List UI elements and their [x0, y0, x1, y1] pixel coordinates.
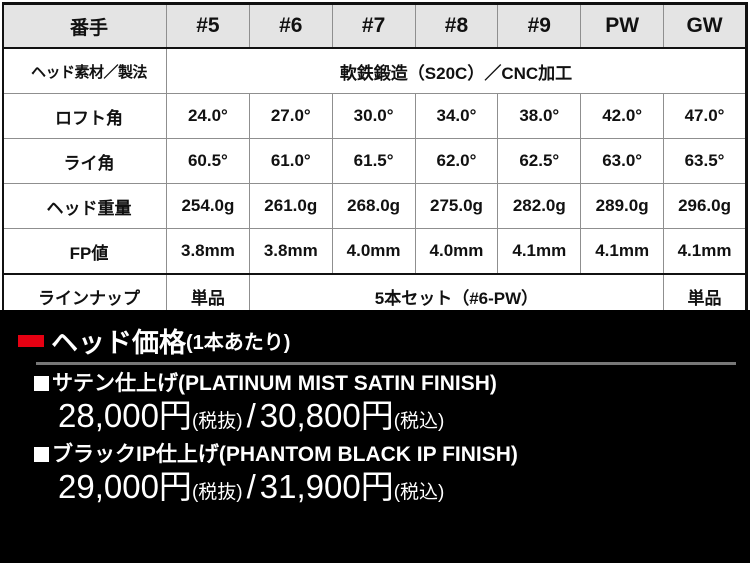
column-header-gw: GW [663, 3, 747, 49]
table-row-lie: ライ角 60.5° 61.0° 61.5° 62.0° 62.5° 63.0° … [2, 138, 747, 184]
price-black-ip-separator: / [246, 468, 256, 506]
price-item-black-ip-label-line: ブラックIP仕上げ(PHANTOM BLACK IP FINISH) [34, 443, 518, 467]
white-square-bullet-icon [34, 447, 49, 462]
cell-fp-8: 4.0mm [414, 228, 499, 275]
table-row-loft: ロフト角 24.0° 27.0° 30.0° 34.0° 38.0° 42.0°… [2, 93, 747, 139]
table-row-head-material: ヘッド素材／製法 軟鉄鍛造（S20C）／CNC加工 [2, 47, 747, 94]
row-label-lie: ライ角 [2, 138, 167, 184]
cell-weight-gw: 296.0g [663, 183, 747, 229]
price-item-satin-values: 28,000円(税抜)/30,800円(税込) [58, 397, 497, 436]
cell-weight-9: 282.0g [497, 183, 582, 229]
cell-weight-6: 261.0g [248, 183, 333, 229]
column-header-5: #5 [166, 3, 250, 49]
cell-lie-7: 61.5° [331, 138, 416, 184]
price-heading-sub: (1本あたり) [186, 332, 291, 354]
price-black-ip-excl-note: (税抜) [191, 482, 243, 504]
column-header-9: #9 [497, 3, 582, 49]
cell-fp-pw: 4.1mm [580, 228, 665, 275]
price-satin-excl: 28,000円 [58, 397, 192, 435]
cell-weight-5: 254.0g [166, 183, 250, 229]
price-item-satin-label-line: サテン仕上げ(PLATINUM MIST SATIN FINISH) [34, 372, 497, 396]
cell-lie-pw: 63.0° [580, 138, 665, 184]
cell-loft-8: 34.0° [414, 93, 499, 139]
table-row-club-number: 番手 #5 #6 #7 #8 #9 PW GW [2, 3, 747, 49]
cell-head-material-value: 軟鉄鍛造（S20C）／CNC加工 [166, 47, 747, 94]
column-header-8: #8 [414, 3, 499, 49]
cell-lie-6: 61.0° [248, 138, 333, 184]
column-header-6: #6 [248, 3, 333, 49]
row-label-head-material: ヘッド素材／製法 [2, 47, 167, 94]
cell-fp-7: 4.0mm [331, 228, 416, 275]
price-heading-main: ヘッド価格 [51, 328, 186, 358]
spec-table-container: 番手 #5 #6 #7 #8 #9 PW GW ヘッド素材／製法 軟鉄鍛造（S2… [0, 0, 750, 321]
price-item-satin: サテン仕上げ(PLATINUM MIST SATIN FINISH) 28,00… [34, 372, 497, 436]
white-square-bullet-icon [34, 376, 49, 391]
price-item-black-ip-values: 29,000円(税抜)/31,900円(税込) [58, 468, 518, 507]
row-label-club-number: 番手 [2, 3, 167, 49]
price-item-black-ip-label: ブラックIP仕上げ(PHANTOM BLACK IP FINISH) [52, 443, 518, 466]
club-spec-table: 番手 #5 #6 #7 #8 #9 PW GW ヘッド素材／製法 軟鉄鍛造（S2… [2, 2, 748, 321]
cell-loft-5: 24.0° [166, 93, 250, 139]
row-label-fp-value: FP値 [2, 228, 167, 275]
cell-weight-8: 275.0g [414, 183, 499, 229]
price-item-black-ip: ブラックIP仕上げ(PHANTOM BLACK IP FINISH) 29,00… [34, 443, 518, 507]
price-item-satin-label: サテン仕上げ(PLATINUM MIST SATIN FINISH) [52, 372, 497, 395]
cell-loft-7: 30.0° [331, 93, 416, 139]
section-divider [36, 362, 736, 365]
cell-lie-gw: 63.5° [663, 138, 747, 184]
cell-loft-gw: 47.0° [663, 93, 747, 139]
cell-fp-gw: 4.1mm [663, 228, 747, 275]
price-satin-separator: / [246, 397, 256, 435]
table-row-head-weight: ヘッド重量 254.0g 261.0g 268.0g 275.0g 282.0g… [2, 183, 747, 229]
price-black-ip-incl: 31,900円 [259, 468, 394, 506]
row-label-head-weight: ヘッド重量 [2, 183, 167, 229]
cell-fp-9: 4.1mm [497, 228, 582, 275]
red-square-bullet-icon [18, 334, 44, 347]
price-black-ip-incl-note: (税込) [393, 482, 445, 504]
cell-loft-9: 38.0° [497, 93, 582, 139]
price-satin-excl-note: (税抜) [191, 411, 243, 433]
price-satin-incl-note: (税込) [393, 411, 445, 433]
cell-weight-pw: 289.0g [580, 183, 665, 229]
cell-loft-6: 27.0° [248, 93, 333, 139]
cell-loft-pw: 42.0° [580, 93, 665, 139]
price-satin-incl: 30,800円 [259, 397, 394, 435]
cell-lie-8: 62.0° [414, 138, 499, 184]
cell-lie-9: 62.5° [497, 138, 582, 184]
cell-weight-7: 268.0g [331, 183, 416, 229]
price-section: ヘッド価格 (1本あたり) サテン仕上げ(PLATINUM MIST SATIN… [0, 310, 750, 563]
column-header-7: #7 [331, 3, 416, 49]
price-section-heading: ヘッド価格 (1本あたり) [18, 321, 290, 360]
cell-fp-5: 3.8mm [166, 228, 250, 275]
price-black-ip-excl: 29,000円 [58, 468, 192, 506]
row-label-loft: ロフト角 [2, 93, 167, 139]
column-header-pw: PW [580, 3, 665, 49]
cell-fp-6: 3.8mm [248, 228, 333, 275]
table-row-fp-value: FP値 3.8mm 3.8mm 4.0mm 4.0mm 4.1mm 4.1mm … [2, 228, 747, 275]
cell-lie-5: 60.5° [166, 138, 250, 184]
